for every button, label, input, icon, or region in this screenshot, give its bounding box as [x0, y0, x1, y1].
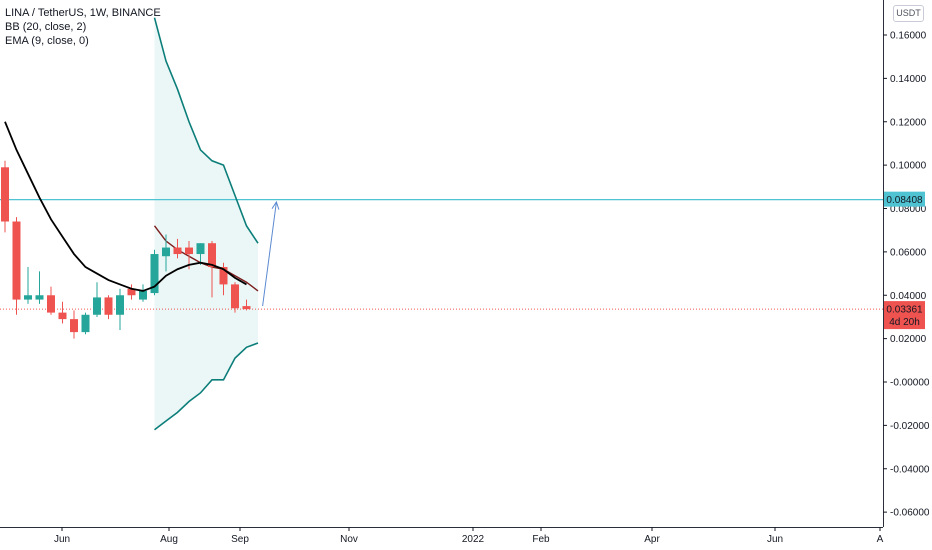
arrow-head — [271, 200, 280, 210]
candle[interactable] — [24, 295, 32, 300]
candle[interactable] — [162, 247, 170, 257]
y-tick-label: -0.00000 — [890, 378, 930, 389]
candle[interactable] — [150, 254, 159, 294]
candle[interactable] — [208, 243, 216, 268]
candle[interactable] — [35, 295, 44, 300]
candle[interactable] — [173, 247, 182, 255]
y-tick-label: 0.02000 — [890, 334, 927, 345]
level-price-label-box — [884, 191, 925, 207]
x-tick-label: Aug — [160, 534, 178, 545]
candle[interactable] — [139, 290, 147, 300]
y-tick-label: 0.12000 — [890, 117, 927, 128]
candle[interactable] — [1, 167, 9, 222]
candle[interactable] — [70, 319, 78, 333]
legend: LINA / TetherUS, 1W, BINANCE BB (20, clo… — [5, 6, 161, 48]
arrow-line[interactable] — [262, 201, 277, 307]
x-tick-label: Jun — [54, 534, 70, 545]
level-price-label: 0.08408 — [886, 195, 923, 206]
candle[interactable] — [196, 243, 205, 255]
symbol-title[interactable]: LINA / TetherUS, 1W, BINANCE — [5, 7, 161, 19]
bb-lower-line[interactable] — [154, 342, 259, 431]
x-tick-label: 2022 — [462, 534, 485, 545]
x-tick-label: A — [877, 534, 884, 545]
y-tick-label: 0.10000 — [890, 161, 927, 172]
candle[interactable] — [93, 297, 101, 315]
x-tick-label: Apr — [644, 534, 660, 545]
current-price-label-box — [884, 301, 925, 330]
ema-indicator-label[interactable]: EMA (9, close, 0) — [5, 35, 89, 47]
candle[interactable] — [12, 221, 21, 300]
currency-badge[interactable]: USDT — [893, 5, 924, 22]
candle[interactable] — [185, 247, 193, 255]
y-tick-label: -0.02000 — [890, 421, 930, 432]
x-tick-label: Feb — [532, 534, 550, 545]
candle[interactable] — [104, 297, 113, 315]
y-tick-label: 0.06000 — [890, 247, 927, 258]
y-tick-label: -0.06000 — [890, 508, 930, 519]
plot-area[interactable] — [0, 17, 883, 431]
candle[interactable] — [219, 267, 228, 285]
candle[interactable] — [116, 295, 124, 315]
bb-indicator-label[interactable]: BB (20, close, 2) — [5, 21, 87, 33]
y-tick-label: 0.08000 — [890, 204, 927, 215]
time-axis[interactable]: Jun Aug Sep Nov 2022 Feb Apr Jun A — [54, 527, 884, 545]
candle[interactable] — [81, 314, 90, 333]
current-price-label: 0.03361 — [886, 305, 923, 316]
ema-line[interactable] — [4, 121, 247, 292]
bb-basis-line[interactable] — [153, 225, 259, 292]
candle[interactable] — [231, 284, 239, 309]
x-tick-label: Jun — [767, 534, 783, 545]
price-axis[interactable]: 0.16000 0.14000 0.12000 0.10000 0.08000 0.060… — [883, 31, 930, 519]
bb-upper-line[interactable] — [153, 17, 259, 244]
y-tick-label: -0.04000 — [890, 464, 930, 475]
bb-fill — [154, 17, 258, 430]
candle[interactable] — [127, 288, 136, 296]
x-tick-label: Nov — [340, 534, 358, 545]
countdown-label: 4d 20h — [889, 317, 920, 328]
x-tick-label: Sep — [231, 534, 249, 545]
y-tick-label: 0.16000 — [890, 31, 927, 42]
candle[interactable] — [242, 306, 251, 310]
y-tick-label: 0.14000 — [890, 74, 927, 85]
candle[interactable] — [47, 295, 55, 313]
y-tick-label: 0.04000 — [890, 291, 927, 302]
candle[interactable] — [58, 312, 67, 320]
